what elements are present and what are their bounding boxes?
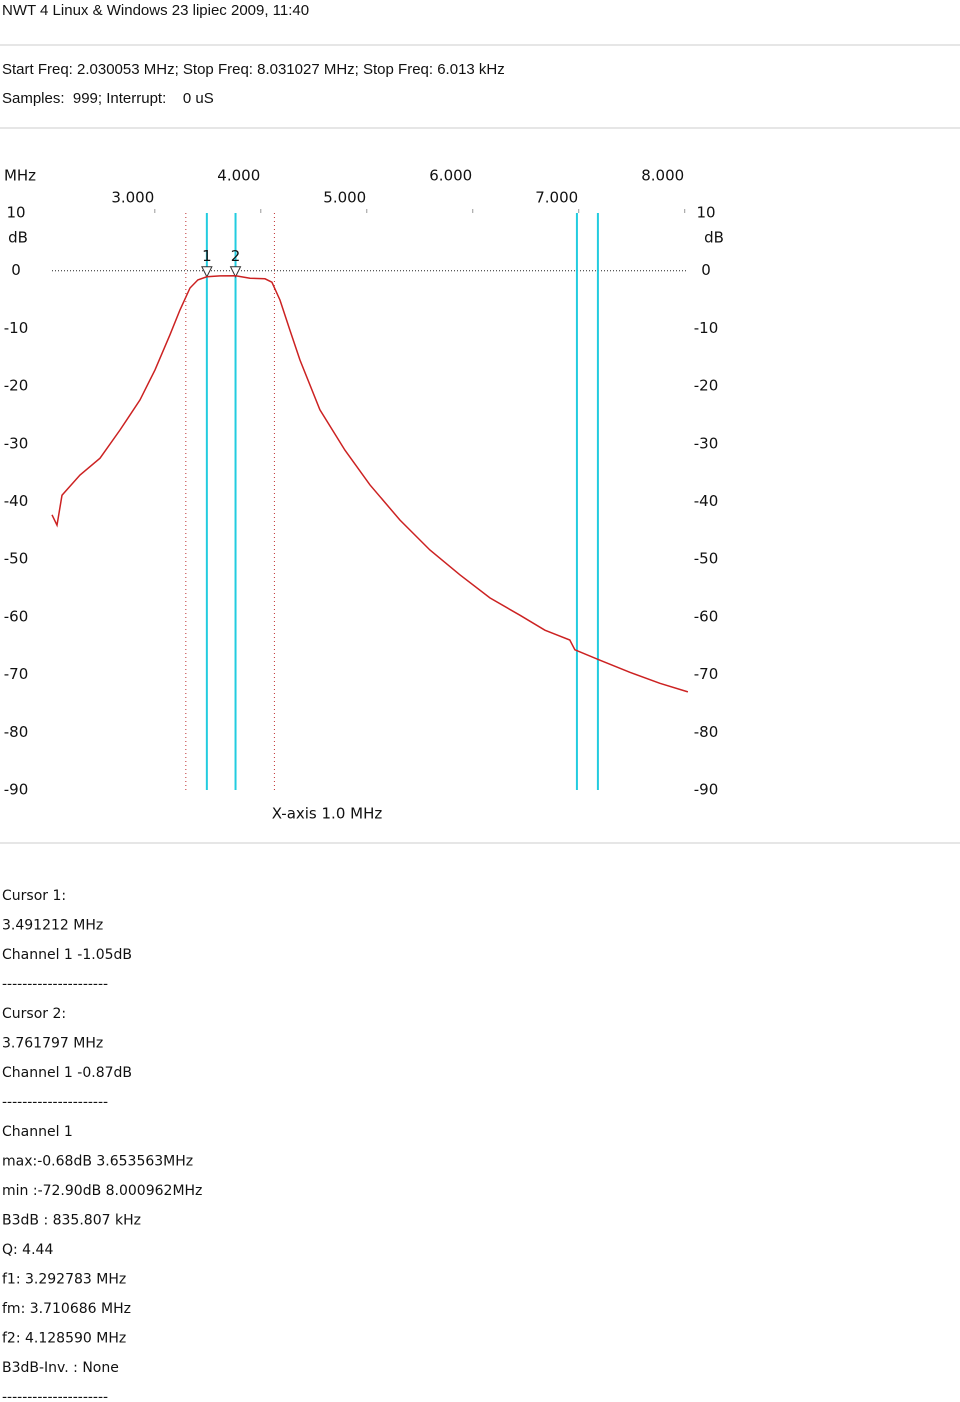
trace: [51, 274, 689, 693]
freq-line: Start Freq: 2.030053 MHz; Stop Freq: 8.0…: [2, 61, 505, 78]
y-tick-label: -20: [4, 377, 29, 395]
x-unit: MHz: [4, 167, 36, 185]
report-line: Cursor 2:: [2, 1006, 66, 1022]
y-tick-label: -40: [4, 492, 29, 510]
y-tick-label: -90: [4, 781, 29, 799]
report-line: f2: 4.128590 MHz: [2, 1331, 126, 1347]
x-tick-label: 7.000: [535, 189, 578, 207]
report-line: ---------------------: [2, 977, 108, 993]
x-tick-label: 4.000: [217, 167, 260, 185]
y-tick-label: -40: [694, 492, 719, 510]
report-line: B3dB-Inv. : None: [2, 1360, 119, 1376]
y-tick-label: -60: [4, 607, 29, 625]
cursor-label: 2: [231, 247, 241, 265]
report-line: fm: 3.710686 MHz: [2, 1301, 131, 1317]
y-tick-label: -10: [694, 319, 719, 337]
y-tick-label: -50: [4, 550, 29, 568]
y-tick-label: -80: [4, 723, 29, 741]
report-line: ---------------------: [2, 1390, 108, 1402]
report-line: 3.491212 MHz: [2, 918, 103, 934]
x-tick-label: 8.000: [641, 167, 684, 185]
y-tick-label: -50: [694, 550, 719, 568]
cursor-marker: [229, 266, 242, 278]
y-tick-label: -30: [4, 434, 29, 452]
report-line: Channel 1 -1.05dB: [2, 947, 132, 963]
x-axis-label: X-axis 1.0 MHz: [272, 805, 383, 823]
y-tick-label: -70: [4, 665, 29, 683]
cursor-label: 1: [202, 247, 212, 265]
y-tick-label: -20: [694, 377, 719, 395]
y-tick-label: -10: [4, 319, 29, 337]
report-line: B3dB : 835.807 kHz: [2, 1213, 141, 1229]
y-tick-label: -30: [694, 434, 719, 452]
x-tick-label: 3.000: [111, 189, 154, 207]
x-tick-label: 5.000: [323, 189, 366, 207]
y-tick-label: 0: [701, 261, 711, 279]
report-line: min :-72.90dB 8.000962MHz: [2, 1183, 202, 1199]
y-unit: dB: [8, 229, 28, 247]
report-line: Q: 4.44: [2, 1242, 53, 1258]
report-line: ---------------------: [2, 1095, 108, 1111]
y-tick-label: 10: [6, 204, 25, 222]
page-title: NWT 4 Linux & Windows 23 lipiec 2009, 11…: [2, 2, 309, 19]
y-tick-label: -90: [694, 781, 719, 799]
y-tick-label: -60: [694, 607, 719, 625]
cursor-marker: [201, 266, 213, 278]
report-line: 3.761797 MHz: [2, 1036, 103, 1052]
y-tick-label: -80: [694, 723, 719, 741]
report-line: max:-0.68dB 3.653563MHz: [2, 1154, 193, 1170]
y-tick-label: -70: [694, 665, 719, 683]
report-line: f1: 3.292783 MHz: [2, 1272, 126, 1288]
y-unit: dB: [704, 229, 724, 247]
y-tick-label: 0: [11, 261, 21, 279]
report-line: Channel 1: [2, 1124, 73, 1140]
samples-line: Samples: 999; Interrupt: 0 uS: [2, 90, 214, 107]
report-line: Cursor 1:: [2, 888, 66, 904]
x-tick-label: 6.000: [429, 167, 472, 185]
report-line: Channel 1 -0.87dB: [2, 1065, 132, 1081]
y-tick-label: 10: [696, 204, 715, 222]
